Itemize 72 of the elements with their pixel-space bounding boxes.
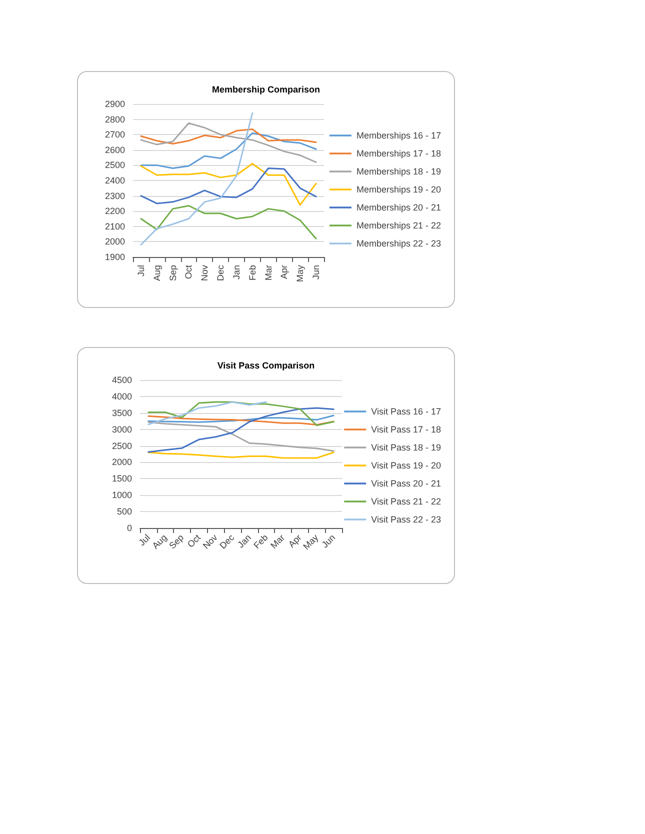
y-tick-label: 1000 <box>112 490 132 500</box>
legend-label: Memberships 19 - 20 <box>356 184 442 194</box>
line-series <box>140 128 317 145</box>
y-tick-label: 3000 <box>112 424 132 434</box>
x-tick-label: Aug <box>150 532 169 551</box>
legend-label: Memberships 22 - 23 <box>356 238 442 248</box>
y-tick-label: 2000 <box>104 236 125 247</box>
x-tick-label: Dec <box>218 532 236 551</box>
y-tick-label: 2500 <box>104 160 125 170</box>
line-series <box>140 122 317 163</box>
line-series <box>148 401 334 426</box>
y-tick-label: 2400 <box>104 176 125 186</box>
legend-label: Visit Pass 22 - 23 <box>371 514 442 524</box>
y-tick-label: 2700 <box>104 130 125 140</box>
x-tick-label: Jul <box>136 532 152 548</box>
line-series <box>148 415 334 426</box>
y-tick-label: 2600 <box>104 144 125 155</box>
x-tick-label: May <box>295 264 306 282</box>
x-tick-label: Sep <box>167 532 186 551</box>
x-tick-label: Sep <box>168 265 178 282</box>
x-tick-label: Feb <box>247 265 258 281</box>
legend-label: Visit Pass 20 - 21 <box>371 478 442 488</box>
x-tick-label: Aug <box>152 265 162 282</box>
y-tick-label: 4000 <box>112 391 132 402</box>
y-tick-label: 500 <box>116 506 132 517</box>
y-tick-label: 2800 <box>104 114 125 124</box>
x-tick-label: Oct <box>184 264 194 280</box>
x-tick-label: Jan <box>236 532 253 550</box>
legend-label: Visit Pass 21 - 22 <box>371 496 442 506</box>
line-series <box>140 204 317 240</box>
line-series <box>148 414 334 423</box>
chart-title: Visit Pass Comparison <box>217 360 315 370</box>
line-series <box>140 132 317 170</box>
y-tick-label: 3500 <box>112 408 132 418</box>
legend-label: Memberships 20 - 21 <box>356 202 442 212</box>
x-tick-label: Nov <box>200 532 220 551</box>
x-tick-label: May <box>301 532 321 552</box>
x-tick-label: Jan <box>231 265 242 280</box>
legend-label: Visit Pass 18 - 19 <box>371 442 442 452</box>
legend-label: Visit Pass 17 - 18 <box>371 424 442 434</box>
x-tick-label: Jul <box>136 265 146 277</box>
y-tick-label: 2000 <box>112 457 132 468</box>
chart-title: Membership Comparison <box>212 84 320 94</box>
line-series <box>140 112 254 246</box>
x-tick-label: Mar <box>268 532 287 550</box>
legend-label: Visit Pass 19 - 20 <box>371 460 442 470</box>
x-tick-label: Jun <box>311 265 322 280</box>
x-tick-label: Apr <box>279 265 290 280</box>
legend-label: Visit Pass 16 - 17 <box>371 406 442 416</box>
line-series <box>148 421 334 452</box>
y-tick-label: 2300 <box>104 190 125 201</box>
line-series <box>148 401 267 426</box>
x-tick-label: Nov <box>200 264 210 282</box>
y-tick-label: 4500 <box>112 375 132 385</box>
x-tick-label: Jun <box>320 532 338 550</box>
x-tick-label: Feb <box>252 532 270 550</box>
legend-label: Memberships 18 - 19 <box>356 166 442 176</box>
x-tick-label: Mar <box>263 265 274 280</box>
y-tick-label: 0 <box>126 523 132 533</box>
y-tick-label: 2900 <box>104 99 125 109</box>
y-tick-label: 1900 <box>104 252 125 262</box>
x-tick-label: Oct <box>185 532 203 550</box>
y-tick-label: 2100 <box>104 221 125 232</box>
x-tick-label: Dec <box>216 264 226 282</box>
legend-label: Memberships 17 - 18 <box>356 148 442 158</box>
y-tick-label: 1500 <box>112 474 132 484</box>
y-tick-label: 2500 <box>112 440 132 451</box>
y-tick-label: 2200 <box>104 206 125 216</box>
legend-label: Memberships 21 - 22 <box>356 220 442 230</box>
x-tick-label: Apr <box>286 532 304 550</box>
legend-label: Memberships 16 - 17 <box>356 130 442 140</box>
line-series <box>148 407 334 453</box>
